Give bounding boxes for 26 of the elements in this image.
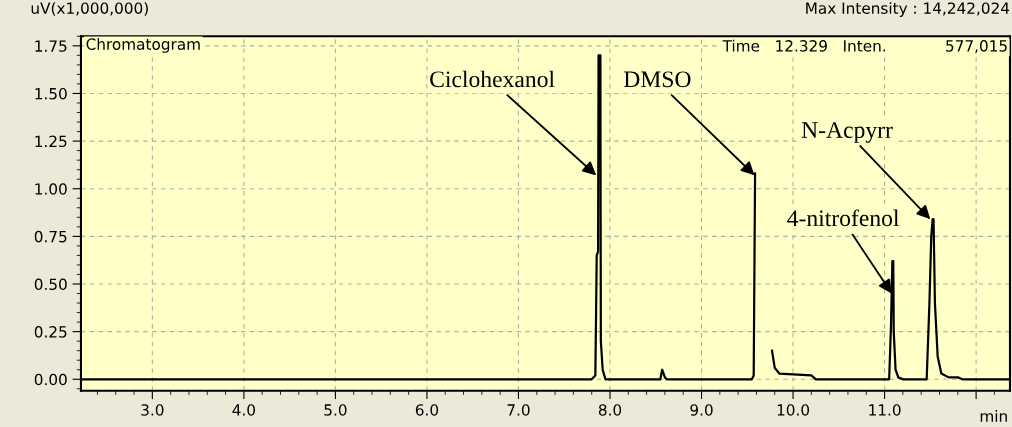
annotation: Chromatogram: [86, 38, 200, 53]
x-tick-label: 9.0: [690, 404, 713, 416]
y-tick-label: 0.25: [34, 326, 67, 338]
annotation: Time 12.329 Inten. 577,015: [722, 39, 1007, 54]
x-tick-label: 7.0: [507, 404, 530, 416]
x-tick-label: 3.0: [141, 404, 164, 416]
x-tick-label: 8.0: [598, 404, 622, 416]
annotation: Ciclohexanol: [430, 70, 555, 88]
y-tick-label: 1.00: [35, 183, 67, 195]
annotation: N-Acpyrr: [801, 122, 893, 143]
y-tick-label: 1.50: [35, 87, 67, 100]
y-tick-label: 0.75: [34, 230, 67, 243]
x-tick-label: 6.0: [415, 404, 439, 416]
x-tick-label: 11.0: [869, 404, 901, 416]
y-tick-label: 0.00: [34, 373, 67, 386]
annotation: 4-nitrofenol: [787, 209, 900, 227]
text: Max Intensity : 14,242,024: [806, 2, 1010, 17]
x-axis-title: min: [980, 410, 1007, 422]
y-tick-label: 1.75: [35, 40, 67, 52]
annotation: DMSO: [623, 71, 691, 88]
x-tick-label: 10.0: [777, 404, 810, 416]
y-tick-label: 1.25: [35, 135, 67, 148]
x-tick-label: 5.0: [324, 404, 347, 416]
y-axis-title: uV(x1,000,000): [31, 2, 148, 16]
x-tick-label: 4.0: [232, 404, 256, 416]
y-tick-label: 0.50: [34, 278, 67, 291]
